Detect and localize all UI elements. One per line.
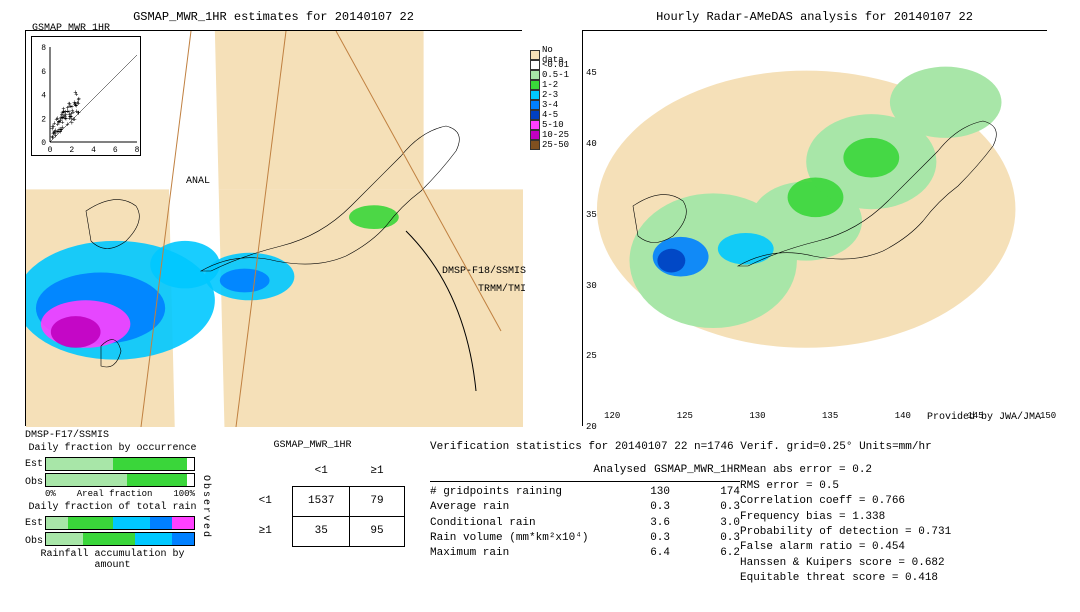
lon-tick: 125: [677, 411, 693, 421]
verify-score: Equitable threat score = 0.418: [740, 571, 1040, 586]
verify-score: Correlation coeff = 0.766: [740, 494, 1040, 509]
occurrence-est-bar: [45, 457, 195, 471]
col-analysed: Analysed: [583, 463, 646, 478]
root: GSMAP_MWR_1HR estimates for 20140107 22 …: [0, 0, 1080, 612]
est-label: Est: [25, 459, 43, 470]
ct-col1: <1: [293, 456, 349, 486]
ct-col2: ≥1: [349, 456, 404, 486]
provided-by: Provided by JWA/JMA: [927, 412, 1041, 423]
verify-left-col: Analysed GSMAP_MWR_1HR # gridpoints rain…: [430, 463, 740, 586]
verify-score: Frequency bias = 1.338: [740, 510, 1040, 525]
pct0: 0%: [45, 489, 56, 499]
lat-tick: 35: [586, 210, 597, 220]
color-legend: No data<0.010.5-11-22-33-44-55-1010-2525…: [530, 50, 575, 150]
observed-label: Observed: [200, 475, 211, 539]
col-gsmap: GSMAP_MWR_1HR: [646, 463, 740, 478]
obs-label-2: Obs: [25, 536, 43, 547]
ct-c12: 79: [349, 486, 404, 516]
ct-row2: ≥1: [238, 516, 293, 546]
lon-tick: 145: [967, 411, 983, 421]
svg-text:+: +: [74, 91, 78, 99]
pct100: 100%: [173, 489, 195, 499]
verify-header: Verification statistics for 20140107 22 …: [430, 440, 1070, 455]
svg-text:6: 6: [41, 68, 46, 77]
verification-panel: Verification statistics for 20140107 22 …: [430, 440, 1070, 587]
lon-tick: 135: [822, 411, 838, 421]
scatter-inset: GSMAP_MWR_1HR ++++++++++++++++++++++++++…: [31, 36, 141, 156]
contingency-table: <1≥1 <1 1537 79 ≥1 35 95: [238, 456, 405, 547]
verify-row: Average rain0.30.3: [430, 500, 740, 515]
svg-text:4: 4: [41, 92, 46, 101]
verify-score: Hanssen & Kuipers score = 0.682: [740, 556, 1040, 571]
legend-item: 5-10: [530, 120, 575, 130]
svg-text:2: 2: [69, 146, 74, 155]
map-right: Provided by JWA/JMA 12012513013514014515…: [582, 30, 1047, 426]
verify-row: Maximum rain6.46.2: [430, 546, 740, 561]
lon-tick: 130: [749, 411, 765, 421]
svg-text:8: 8: [135, 146, 140, 155]
svg-text:+: +: [50, 134, 54, 142]
svg-text:+: +: [74, 103, 78, 111]
lon-tick: 140: [895, 411, 911, 421]
contingency-panel: GSMAP_MWR_1HR <1≥1 <1 1537 79 ≥1 35 95: [220, 440, 405, 547]
legend-item: <0.01: [530, 60, 575, 70]
est-label-2: Est: [25, 518, 43, 529]
verify-score: False alarm ratio = 0.454: [740, 540, 1040, 555]
ct-c21: 35: [293, 516, 349, 546]
verify-score: RMS error = 0.5: [740, 479, 1040, 494]
svg-text:2: 2: [41, 115, 46, 124]
dmsp18-label: DMSP-F18/SSMIS: [442, 266, 526, 277]
svg-text:8: 8: [41, 44, 46, 53]
lat-tick: 20: [586, 422, 597, 432]
legend-item: 1-2: [530, 80, 575, 90]
verify-right-col: Mean abs error = 0.2RMS error = 0.5Corre…: [740, 463, 1040, 586]
lon-tick: 150: [1040, 411, 1056, 421]
legend-item: 2-3: [530, 90, 575, 100]
legend-item: 3-4: [530, 100, 575, 110]
svg-text:0: 0: [48, 146, 53, 155]
svg-text:0: 0: [41, 139, 46, 148]
total-est-bar: [45, 516, 195, 530]
svg-text:+: +: [60, 124, 64, 132]
verify-row: # gridpoints raining130174: [430, 485, 740, 500]
svg-text:+: +: [70, 120, 74, 128]
legend-item: 10-25: [530, 130, 575, 140]
map-left: GSMAP_MWR_1HR ++++++++++++++++++++++++++…: [25, 30, 522, 426]
map-left-title: GSMAP_MWR_1HR estimates for 20140107 22: [25, 10, 522, 24]
total-obs-bar: [45, 532, 195, 546]
lat-tick: 45: [586, 68, 597, 78]
ct-c22: 95: [349, 516, 404, 546]
lat-tick: 40: [586, 139, 597, 149]
legend-item: 4-5: [530, 110, 575, 120]
obs-label: Obs: [25, 477, 43, 488]
total-title: Daily fraction of total rain: [25, 502, 200, 513]
svg-text:6: 6: [113, 146, 118, 155]
ct-title: GSMAP_MWR_1HR: [220, 440, 405, 451]
occurrence-title: Daily fraction by occurrence: [25, 443, 200, 454]
lon-tick: 120: [604, 411, 620, 421]
map-right-title: Hourly Radar-AMeDAS analysis for 2014010…: [582, 10, 1047, 24]
ct-row1: <1: [238, 486, 293, 516]
accum-title: Rainfall accumulation by amount: [25, 549, 200, 571]
legend-item: 0.5-1: [530, 70, 575, 80]
svg-text:+: +: [59, 115, 63, 123]
fraction-panel: Daily fraction by occurrence Est Obs 0% …: [25, 440, 200, 574]
lat-tick: 30: [586, 281, 597, 291]
verify-score: Probability of detection = 0.731: [740, 525, 1040, 540]
verify-row: Rain volume (mm*km²x10⁴)0.30.3: [430, 531, 740, 546]
svg-text:4: 4: [91, 146, 96, 155]
map-right-svg: [583, 31, 1048, 427]
legend-item: No data: [530, 50, 575, 60]
ct-c11: 1537: [293, 486, 349, 516]
areal-label: Areal fraction: [77, 489, 153, 499]
occurrence-obs-bar: [45, 473, 195, 487]
legend-item: 25-50: [530, 140, 575, 150]
verify-score: Mean abs error = 0.2: [740, 463, 1040, 478]
anal-label: ANAL: [186, 176, 210, 187]
inset-svg: ++++++++++++++++++++++++++++++++++++++++…: [32, 37, 142, 157]
trmm-label: TRMM/TMI: [478, 284, 526, 295]
lat-tick: 25: [586, 351, 597, 361]
verify-row: Conditional rain3.63.0: [430, 516, 740, 531]
inset-title: GSMAP_MWR_1HR: [32, 23, 110, 34]
